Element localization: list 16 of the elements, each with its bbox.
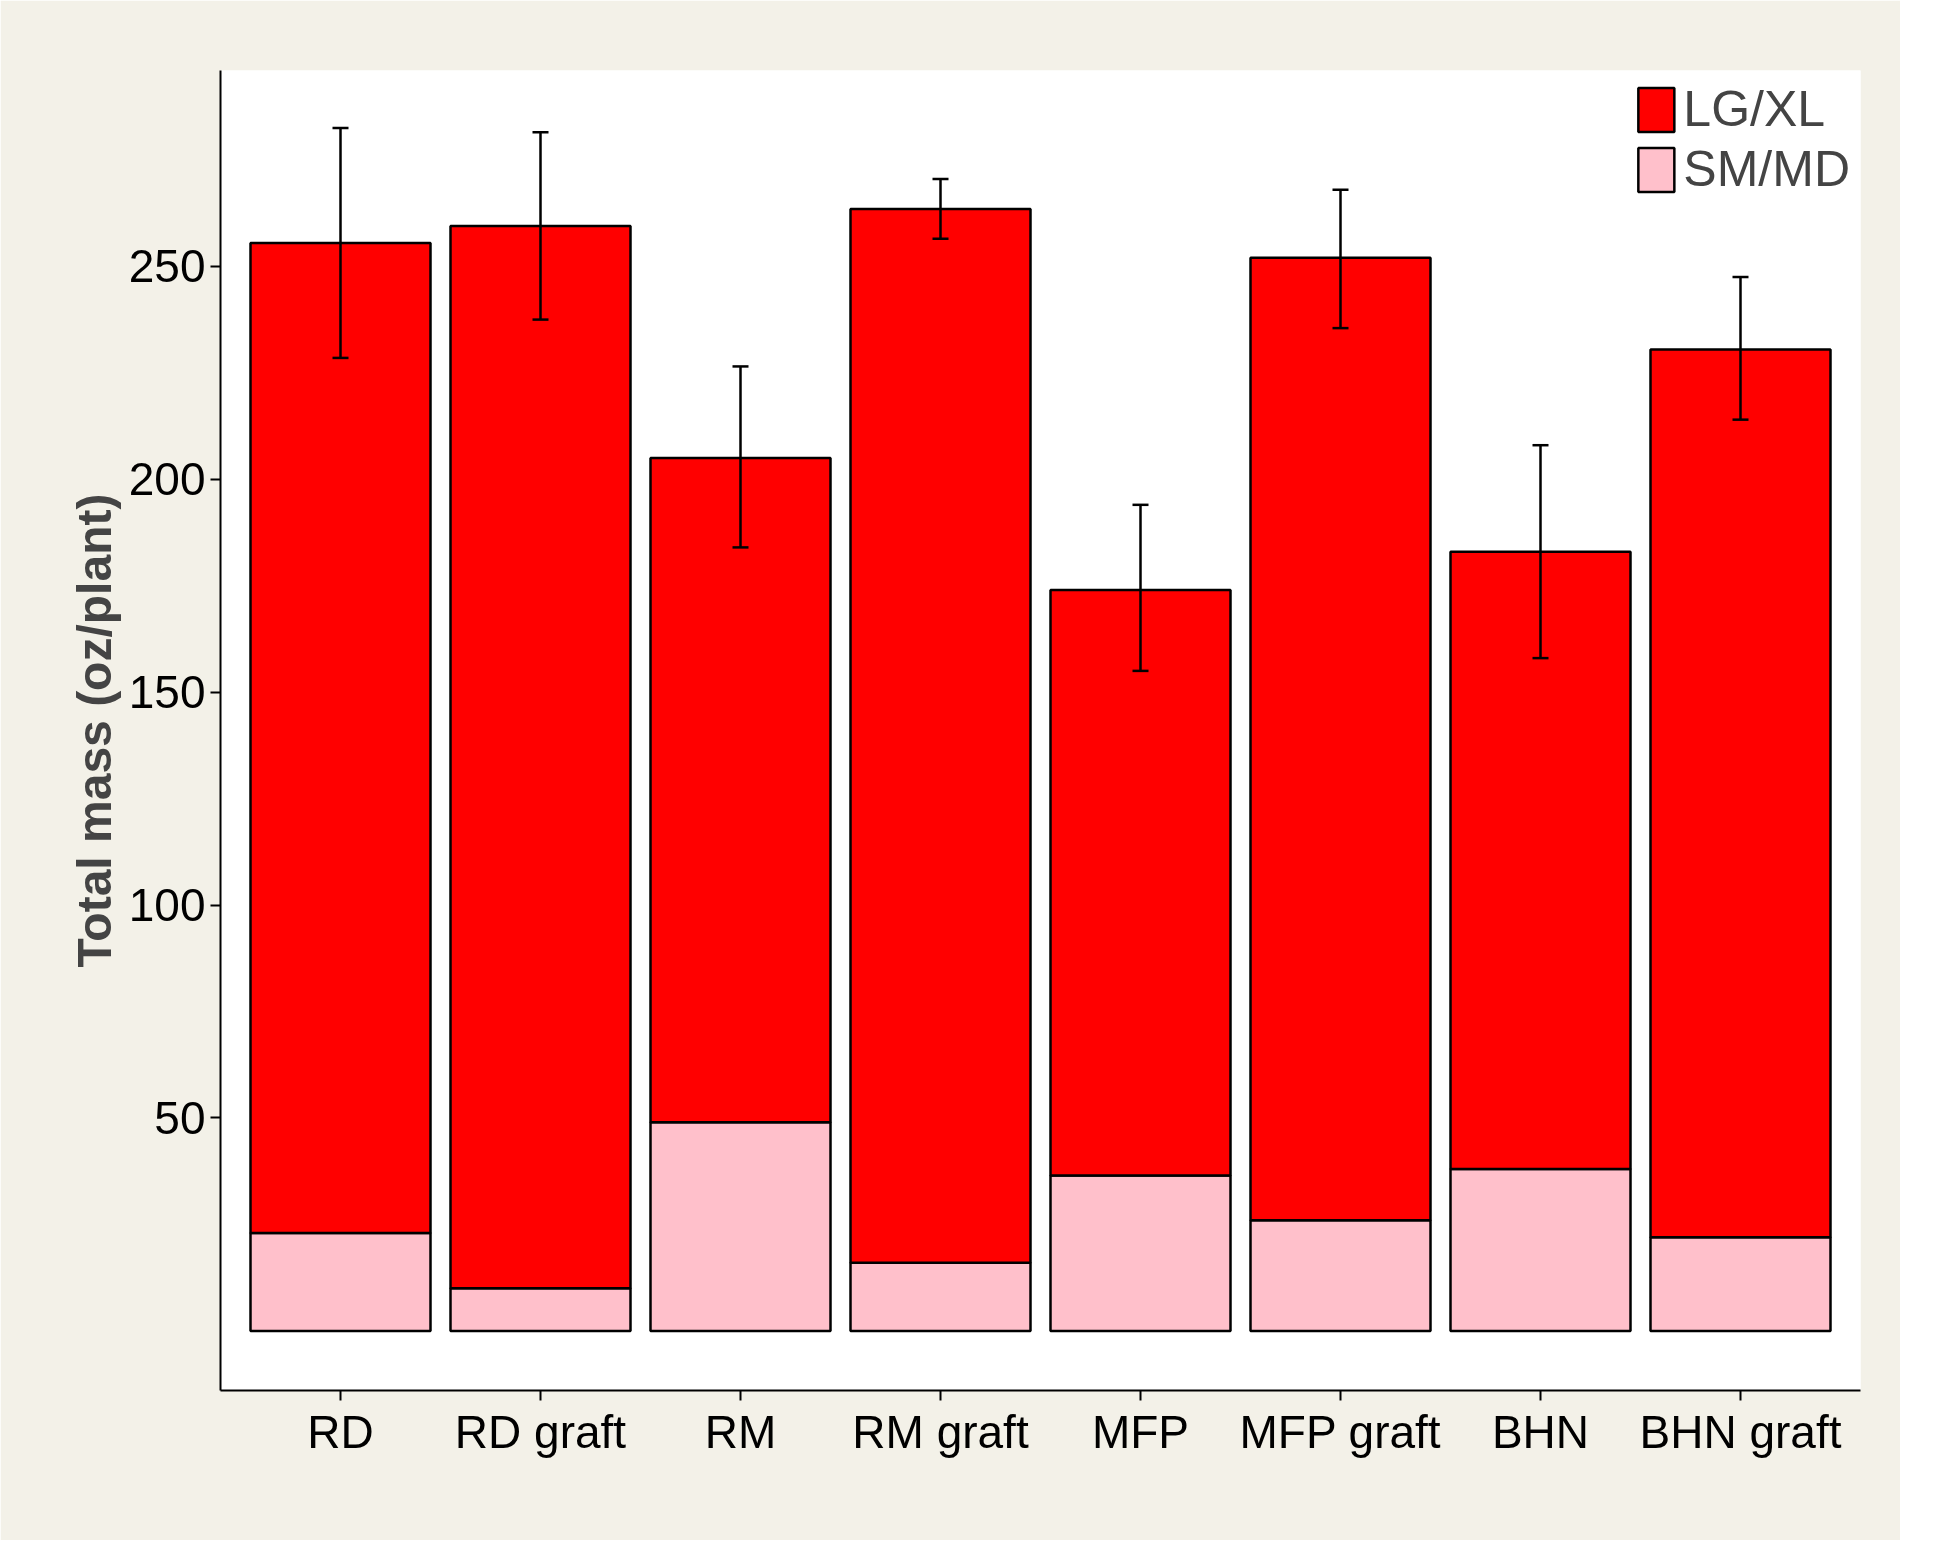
x-tick-label: MFP graft [1239,1405,1441,1458]
y-axis-title: Total mass (oz/plant) [67,493,121,968]
y-tick-label: 100 [128,879,206,932]
y-tick-label: 250 [128,240,206,293]
x-tick-label: BHN graft [1639,1405,1842,1458]
x-tick-label: RD graft [454,1405,627,1458]
y-tick-label: 150 [128,666,206,719]
x-tick-label: RD [307,1405,374,1458]
y-tick-label: 50 [154,1091,206,1144]
legend-label: SM/MD [1683,140,1850,198]
y-tick-label: 200 [128,453,206,506]
x-tick-label: MFP [1091,1405,1190,1458]
legend-label: LG/XL [1683,80,1826,138]
x-tick-label: RM graft [852,1405,1029,1458]
x-tick-label: RM [704,1405,777,1458]
x-tick-label: BHN [1491,1405,1590,1458]
